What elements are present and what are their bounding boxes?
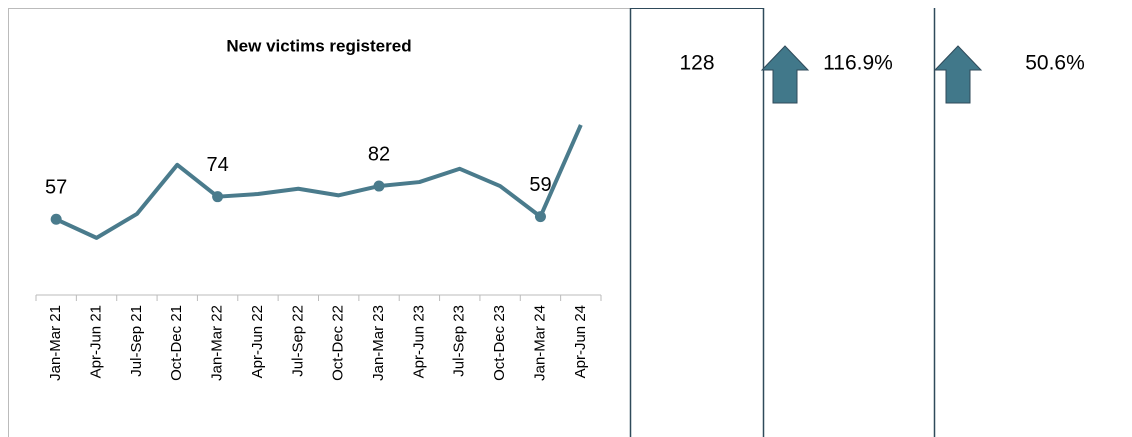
- x-tick-label: Apr-Jun 21: [88, 305, 105, 378]
- up-arrow: [933, 45, 983, 104]
- x-tick-label: Apr-Jun 22: [249, 305, 266, 378]
- x-tick-label: Jan-Mar 22: [209, 305, 226, 381]
- data-label: 59: [529, 174, 551, 196]
- data-label: 82: [368, 143, 390, 165]
- x-tick-label: Oct-Dec 23: [491, 305, 508, 381]
- marker: [50, 213, 62, 225]
- x-tick-label: Jul-Sep 21: [128, 305, 145, 377]
- x-tick-label: Apr-Jun 23: [410, 305, 427, 378]
- data-label: 57: [45, 177, 67, 199]
- x-tick-label: Apr-Jun 24: [572, 305, 589, 378]
- x-tick-label: Oct-Dec 21: [168, 305, 185, 381]
- chart-title: New victims registered: [226, 36, 411, 55]
- kpi-change: 116.9%: [823, 52, 893, 75]
- up-arrow: [760, 45, 810, 104]
- data-label: 74: [206, 154, 228, 176]
- line-series: [55, 124, 583, 240]
- marker: [373, 180, 385, 192]
- x-tick-label: Jul-Sep 22: [289, 305, 306, 377]
- x-tick-label: Oct-Dec 22: [330, 305, 347, 381]
- marker: [212, 191, 224, 203]
- x-tick-label: Jul-Sep 23: [451, 305, 468, 377]
- kpi-change: 50.6%: [1025, 52, 1085, 75]
- x-tick-label: Jan-Mar 21: [47, 305, 64, 381]
- kpi-value: 128: [679, 52, 714, 75]
- x-tick-label: Jan-Mar 24: [531, 305, 548, 381]
- x-tick-label: Jan-Mar 23: [370, 305, 387, 381]
- marker: [534, 211, 546, 223]
